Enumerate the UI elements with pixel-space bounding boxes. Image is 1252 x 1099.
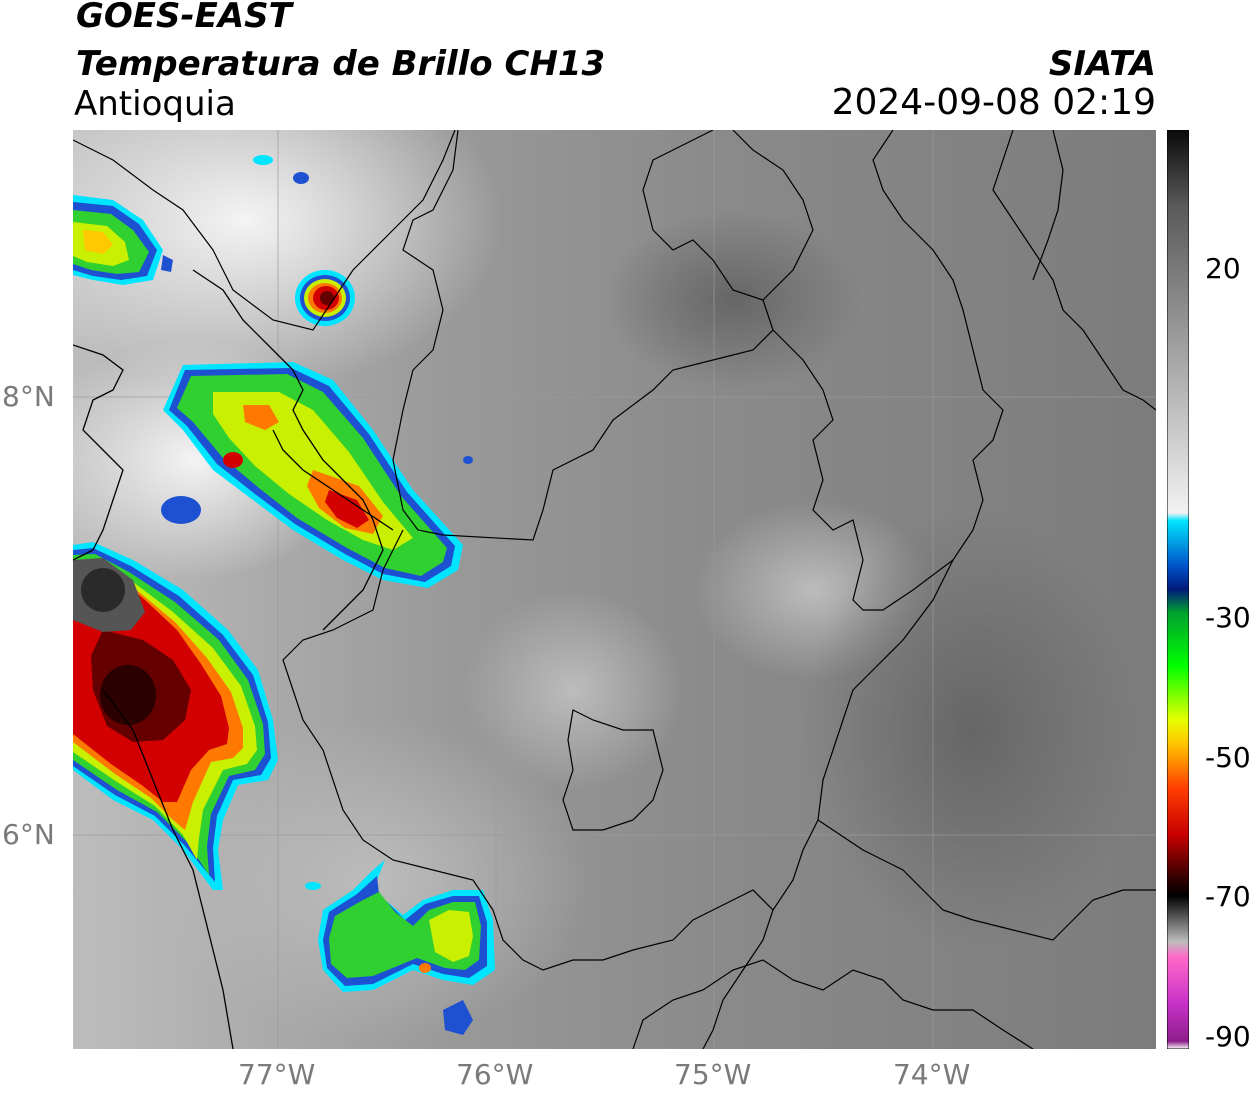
small-cloud-cells	[161, 155, 473, 890]
longitude-label: 75°W	[674, 1058, 752, 1091]
datetime-label: 2024-09-08 02:19	[831, 82, 1156, 123]
political-boundaries	[73, 130, 1156, 1049]
satellite-map	[73, 130, 1156, 1049]
region-label: Antioquia	[74, 84, 236, 124]
graticule	[73, 130, 1156, 1049]
longitude-label: 77°W	[238, 1058, 316, 1091]
latitude-label: 8°N	[2, 380, 55, 413]
colorbar	[1167, 130, 1189, 1049]
product-title: Temperatura de Brillo CH13	[76, 44, 606, 84]
satellite-title: GOES-EAST	[76, 0, 292, 36]
colorbar-tick-label: -90	[1205, 1020, 1251, 1053]
colorbar-tick-label: 20	[1205, 252, 1241, 285]
coastline	[73, 269, 394, 1049]
longitude-label: 74°W	[893, 1058, 971, 1091]
warm-area-east	[803, 510, 1143, 950]
storm-small-north	[295, 270, 355, 326]
latitude-label: 6°N	[2, 818, 55, 851]
colorbar-tick-label: -30	[1205, 601, 1251, 634]
longitude-label: 76°W	[456, 1058, 534, 1091]
organization-label: SIATA	[1048, 44, 1156, 84]
cloud-patch-cauca	[463, 590, 683, 790]
colorbar-tick-label: -70	[1205, 880, 1251, 913]
high-cloud-haze	[73, 130, 503, 390]
storm-central	[163, 362, 463, 588]
colorbar-tick-label: -50	[1205, 741, 1251, 774]
warm-area-north	[603, 210, 863, 390]
storm-northwest	[73, 195, 173, 285]
storm-west	[73, 542, 278, 890]
storm-south	[318, 860, 495, 1035]
